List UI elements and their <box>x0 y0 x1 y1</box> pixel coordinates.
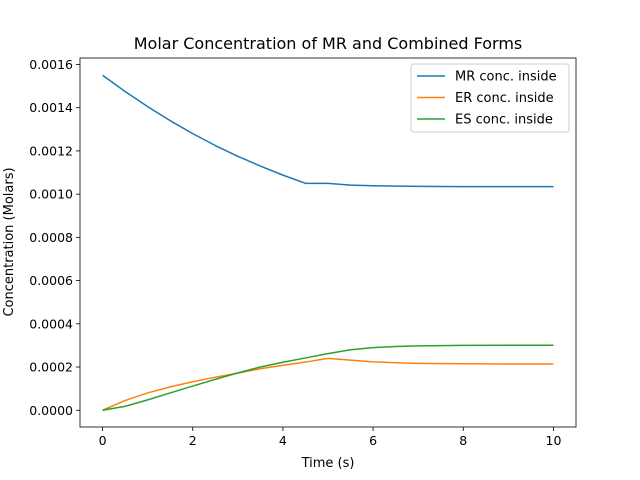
series-line-er <box>102 357 554 411</box>
y-axis-label: Concentration (Molars) <box>2 167 17 316</box>
y-tick-label: 0.0014 <box>29 100 73 115</box>
y-tick-label: 0.0016 <box>29 57 73 72</box>
legend-label-es: ES conc. inside <box>455 113 553 128</box>
y-tick-label: 0.0010 <box>29 187 73 202</box>
plot-frame <box>79 57 577 428</box>
series-line-mr <box>102 74 554 188</box>
legend-box <box>410 63 570 133</box>
y-tick-label: 0.0012 <box>29 143 73 158</box>
x-axis: 0 2 4 6 8 10 <box>99 427 562 448</box>
legend-label-mr: MR conc. inside <box>455 70 557 85</box>
y-tick-label: 0.0004 <box>29 316 73 331</box>
legend: MR conc. inside ER conc. inside ES conc. i… <box>410 63 570 133</box>
x-tick-label: 10 <box>546 433 562 448</box>
y-tick-label: 0.0008 <box>29 230 73 245</box>
x-axis-label: Time (s) <box>301 456 355 471</box>
x-tick-label: 4 <box>279 433 287 448</box>
y-axis: 0.0000 0.0002 0.0004 0.0006 0.0008 0.0010 0.00… <box>29 57 80 418</box>
series-layer <box>102 74 554 411</box>
x-tick-label: 8 <box>459 433 467 448</box>
legend-label-er: ER conc. inside <box>455 91 554 106</box>
y-tick-label: 0.0000 <box>29 403 73 418</box>
chart-title: Molar Concentration of MR and Combined F… <box>134 34 523 53</box>
series-line-es <box>102 344 554 411</box>
x-tick-label: 2 <box>189 433 197 448</box>
y-tick-label: 0.0002 <box>29 360 73 375</box>
x-tick-label: 6 <box>369 433 377 448</box>
y-tick-label: 0.0006 <box>29 273 73 288</box>
x-tick-label: 0 <box>99 433 107 448</box>
